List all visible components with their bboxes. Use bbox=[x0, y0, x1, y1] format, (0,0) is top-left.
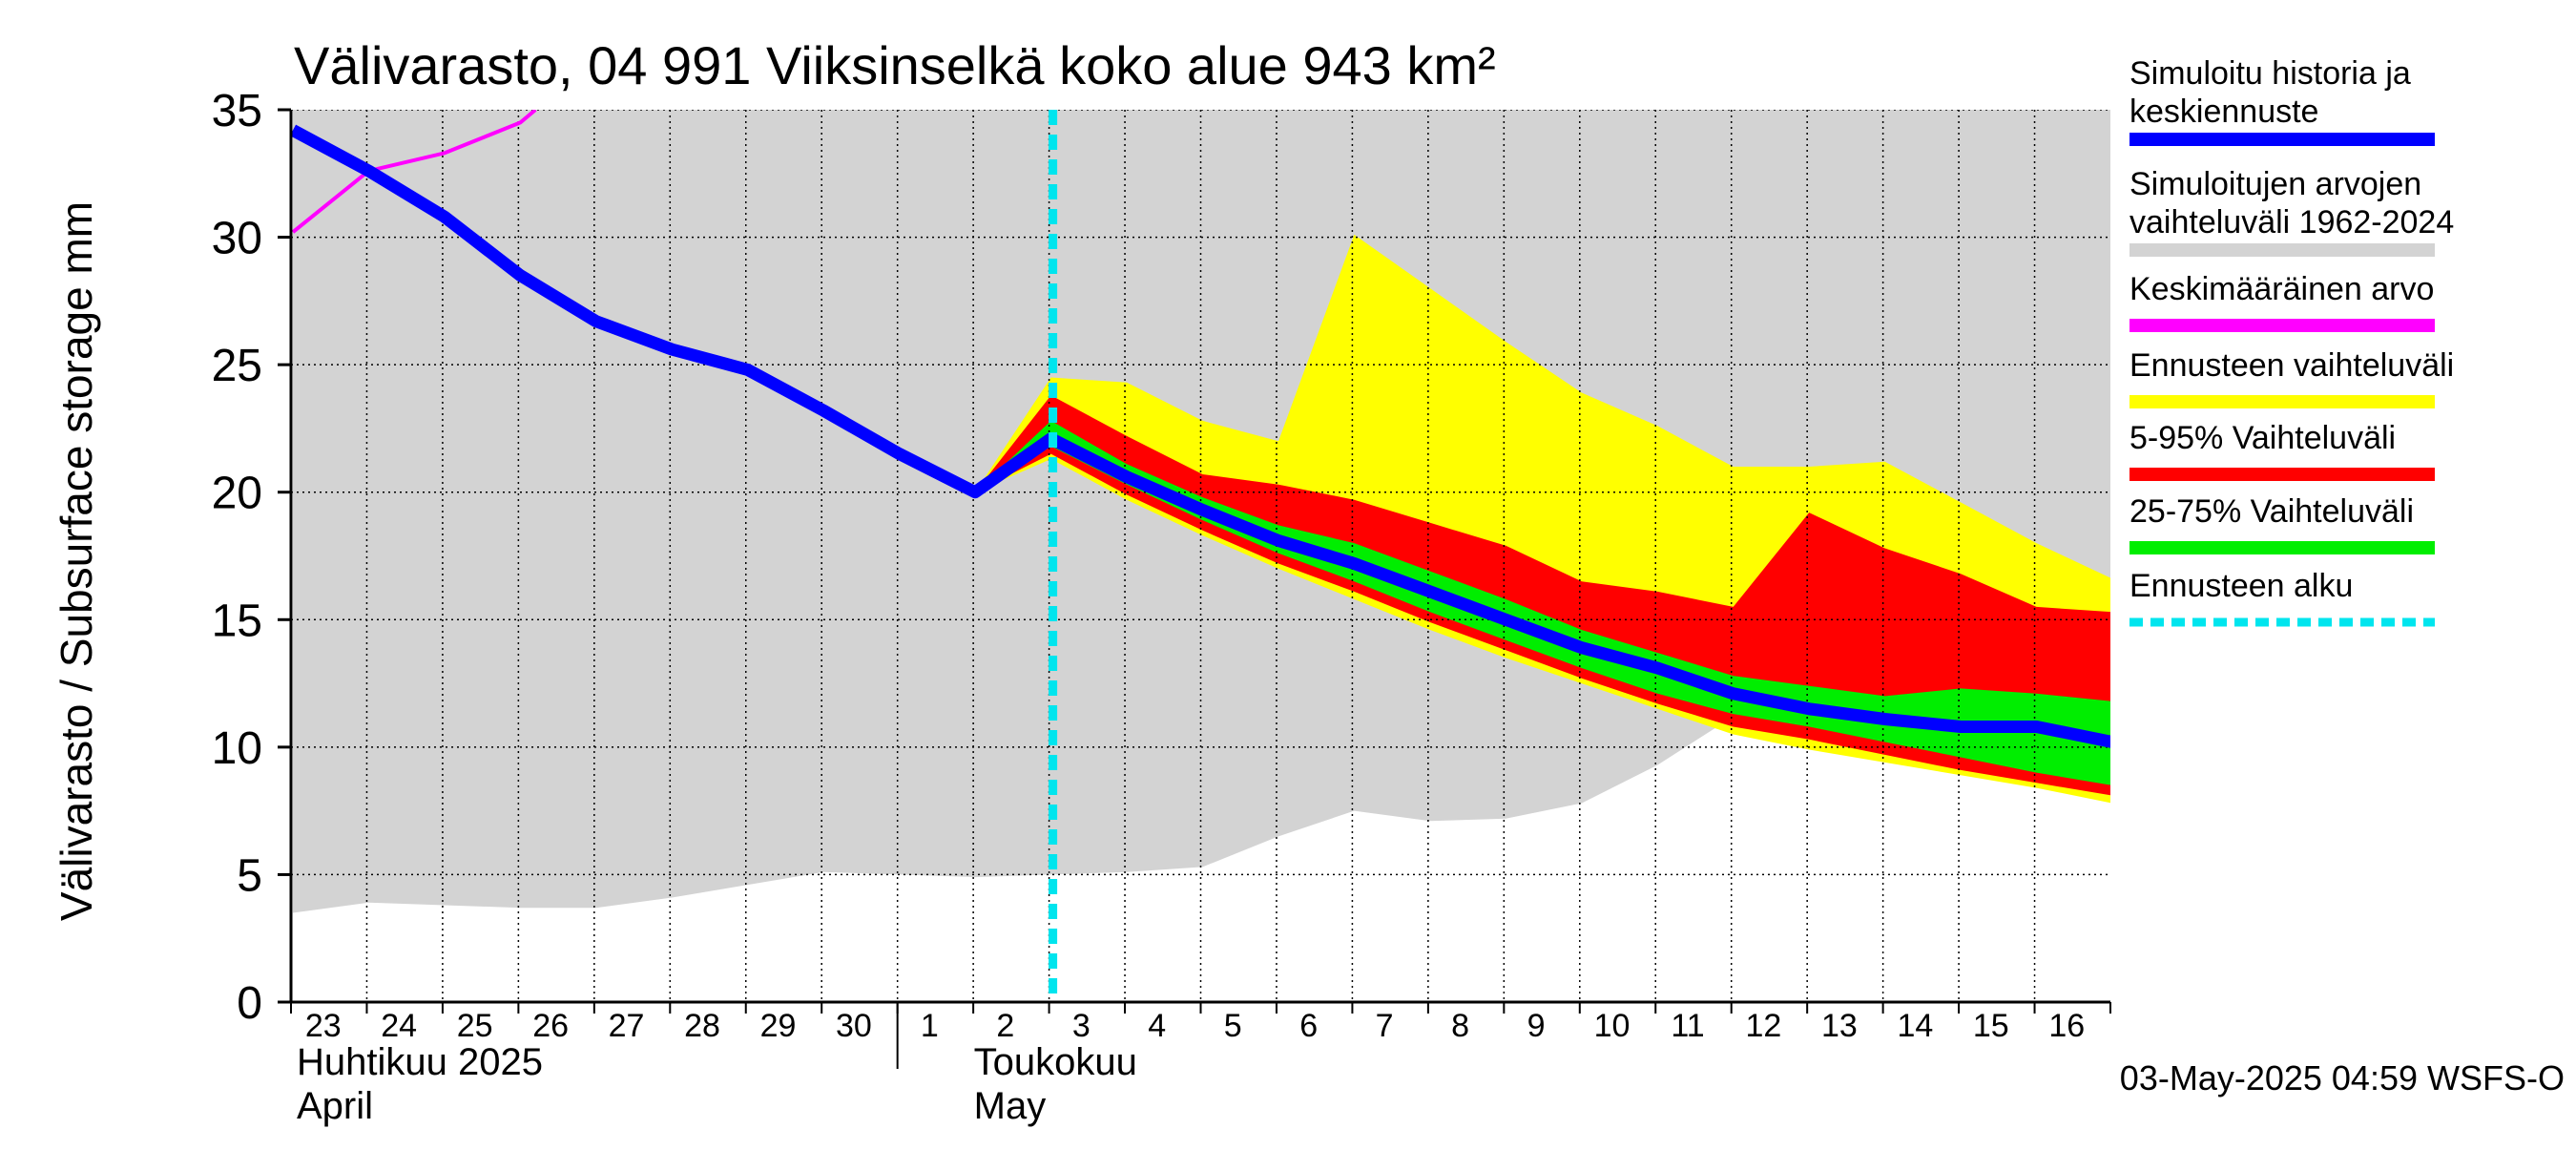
x-tick-label: 8 bbox=[1451, 1008, 1469, 1044]
x-tick-label: 14 bbox=[1897, 1008, 1933, 1044]
x-tick-label: 24 bbox=[381, 1008, 417, 1044]
x-tick-label: 5 bbox=[1224, 1008, 1242, 1044]
y-tick-label: 15 bbox=[212, 596, 262, 646]
x-tick-label: 10 bbox=[1594, 1008, 1631, 1044]
x-tick-label: 6 bbox=[1299, 1008, 1318, 1044]
legend-label-line2: vaihteluväli 1962-2024 bbox=[2129, 204, 2454, 240]
y-tick-label: 30 bbox=[212, 214, 262, 264]
y-tick-label: 35 bbox=[212, 86, 262, 136]
month-label-english: April bbox=[297, 1085, 373, 1127]
legend-label-line2: keskiennuste bbox=[2129, 94, 2318, 130]
y-axis-label: Välivarasto / Subsurface storage mm bbox=[52, 201, 101, 921]
y-tick-label: 25 bbox=[212, 341, 262, 391]
p25-75-band bbox=[975, 420, 2110, 785]
x-tick-label: 28 bbox=[684, 1008, 720, 1044]
x-tick-label: 1 bbox=[921, 1008, 939, 1044]
x-tick-label: 4 bbox=[1148, 1008, 1166, 1044]
legend-label: 25-75% Vaihteluväli bbox=[2129, 493, 2414, 530]
x-tick-label: 26 bbox=[532, 1008, 569, 1044]
y-tick-label: 0 bbox=[237, 978, 262, 1029]
legend-label: Simuloitujen arvojen bbox=[2129, 166, 2421, 202]
x-tick-label: 25 bbox=[457, 1008, 493, 1044]
x-tick-label: 12 bbox=[1746, 1008, 1782, 1044]
chart-title: Välivarasto, 04 991 Viiksinselkä koko al… bbox=[294, 35, 1496, 95]
legend-label: Ennusteen vaihteluväli bbox=[2129, 347, 2454, 384]
x-tick-label: 13 bbox=[1821, 1008, 1858, 1044]
x-tick-label: 23 bbox=[305, 1008, 342, 1044]
x-tick-label: 3 bbox=[1072, 1008, 1091, 1044]
legend-label: Keskimääräinen arvo bbox=[2129, 271, 2434, 307]
y-tick-label: 5 bbox=[237, 850, 262, 901]
x-tick-label: 16 bbox=[2048, 1008, 2085, 1044]
x-tick-label: 11 bbox=[1671, 1008, 1704, 1044]
x-tick-label: 29 bbox=[760, 1008, 797, 1044]
x-tick-label: 27 bbox=[609, 1008, 645, 1044]
y-tick-label: 20 bbox=[212, 469, 262, 519]
y-tick-label: 10 bbox=[212, 723, 262, 774]
mean-line bbox=[291, 110, 537, 234]
month-label-english: May bbox=[974, 1085, 1047, 1127]
legend-label: 5-95% Vaihteluväli bbox=[2129, 420, 2396, 456]
legend-label: Ennusteen alku bbox=[2129, 568, 2353, 604]
x-tick-label: 9 bbox=[1527, 1008, 1546, 1044]
month-label: Huhtikuu 2025 bbox=[297, 1041, 543, 1083]
legend-label: Simuloitu historia ja bbox=[2129, 55, 2411, 92]
footer-timestamp: 03-May-2025 04:59 WSFS-O bbox=[2120, 1058, 2565, 1098]
x-tick-label: 30 bbox=[836, 1008, 872, 1044]
x-tick-label: 15 bbox=[1973, 1008, 2009, 1044]
history-line bbox=[291, 124, 2110, 748]
plot-series-group bbox=[291, 110, 2110, 1002]
x-tick-label: 2 bbox=[996, 1008, 1014, 1044]
x-tick-label: 7 bbox=[1376, 1008, 1394, 1044]
month-label: Toukokuu bbox=[974, 1041, 1137, 1083]
